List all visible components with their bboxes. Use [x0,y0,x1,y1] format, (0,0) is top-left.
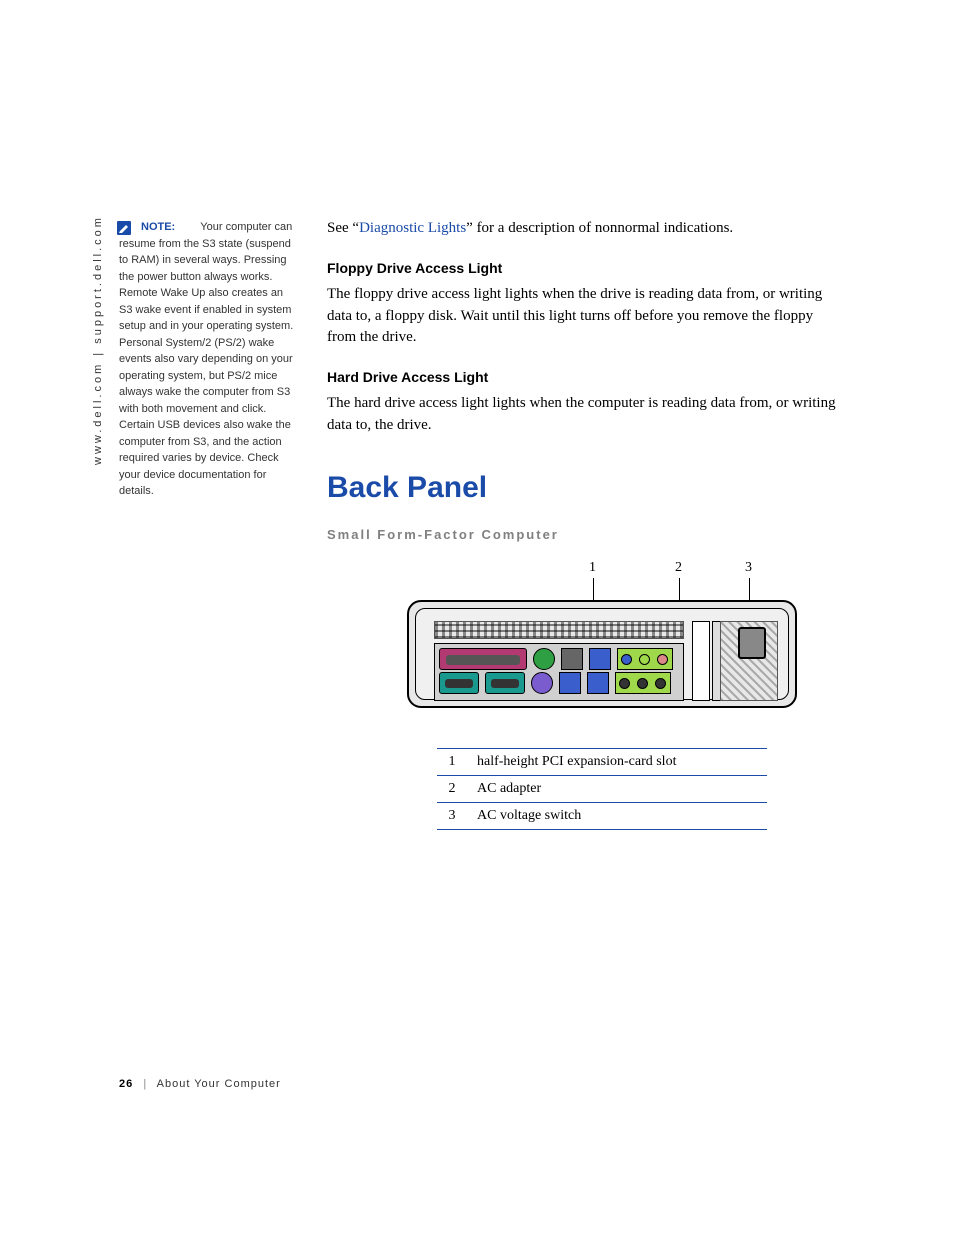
ethernet-port [561,648,583,670]
ac-connector [738,627,766,659]
table-row: 3 AC voltage switch [437,802,767,829]
usb-port-3 [587,672,609,694]
jack-b [637,678,648,689]
parallel-port [439,648,527,670]
diagnostic-lights-link[interactable]: Diagnostic Lights [359,220,466,236]
legend-num: 1 [437,748,473,775]
back-panel-sub: Small Form-Factor Computer [327,527,842,542]
legend-num: 2 [437,775,473,802]
usb-port-2 [559,672,581,694]
footer-separator: | [143,1078,147,1090]
hdd-heading: Hard Drive Access Light [327,369,842,385]
intro-pre: See “ [327,220,359,236]
page-footer: 26 | About Your Computer [119,1078,281,1090]
jack-a [619,678,630,689]
legend-table: 1 half-height PCI expansion-card slot 2 … [437,748,767,830]
io-row-2 [439,672,679,696]
note-body: Your computer can resume from the S3 sta… [119,221,293,497]
audio-panel-2 [615,672,671,694]
callout-line-2a [679,578,680,600]
io-plate [434,643,684,701]
chassis-inner [415,608,789,700]
table-row: 1 half-height PCI expansion-card slot [437,748,767,775]
note-block: NOTE: Your computer can resume from the … [119,219,299,500]
vent-top [434,621,684,639]
back-panel-heading: Back Panel [327,471,842,505]
legend-num: 3 [437,802,473,829]
floppy-body: The floppy drive access light lights whe… [327,284,842,349]
audio-panel [617,648,673,670]
legend-label: half-height PCI expansion-card slot [473,748,767,775]
note-label: NOTE: [141,221,175,233]
serial-port-1 [439,672,479,694]
jack-c [655,678,666,689]
pci-slot-1 [692,621,710,701]
ps2-mouse-port [533,648,555,670]
legend-label: AC voltage switch [473,802,767,829]
callout-1: 1 [589,560,596,576]
floppy-heading: Floppy Drive Access Light [327,260,842,276]
usb-port-1 [589,648,611,670]
table-row: 2 AC adapter [437,775,767,802]
callout-3: 3 [745,560,752,576]
page-number: 26 [119,1078,133,1090]
main-content: See “Diagnostic Lights” for a descriptio… [327,218,842,830]
chassis [407,600,797,708]
callout-2: 2 [675,560,682,576]
note-icon [116,220,132,236]
intro-paragraph: See “Diagnostic Lights” for a descriptio… [327,218,842,240]
back-panel-diagram: 1 2 3 [407,560,807,720]
mic-jack [657,654,668,665]
hdd-body: The hard drive access light lights when … [327,393,842,437]
intro-post: ” for a description of nonnormal indicat… [466,220,733,236]
line-in-jack [621,654,632,665]
side-url: www.dell.com | support.dell.com [92,215,104,465]
legend-label: AC adapter [473,775,767,802]
ps2-keyboard-port [531,672,553,694]
io-row-1 [439,648,679,672]
footer-section: About Your Computer [157,1078,281,1090]
line-out-jack [639,654,650,665]
serial-port-2 [485,672,525,694]
